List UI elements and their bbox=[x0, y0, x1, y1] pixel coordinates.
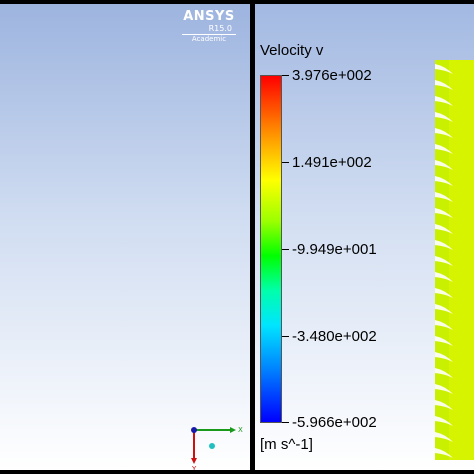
y-axis-label: Y bbox=[191, 465, 197, 470]
ansys-logo: ANSYS R15.0 Academic bbox=[182, 10, 236, 44]
legend-tick bbox=[282, 336, 289, 337]
legend-tick bbox=[282, 75, 289, 76]
blade-profile bbox=[435, 272, 453, 282]
legend-tick bbox=[282, 162, 289, 163]
axis-triad[interactable]: X Y bbox=[184, 420, 244, 470]
legend-title: Velocity v bbox=[260, 42, 324, 59]
blade-profile bbox=[435, 320, 453, 330]
legend-tick-label: -5.966e+002 bbox=[292, 414, 377, 431]
blade-profile bbox=[435, 240, 453, 250]
blade-profile bbox=[435, 288, 453, 298]
blade-profile bbox=[435, 144, 453, 154]
blade-profile bbox=[435, 192, 453, 202]
blade-profile bbox=[435, 400, 453, 410]
ansys-edition: Academic bbox=[182, 34, 236, 44]
blade-profile bbox=[435, 96, 453, 106]
legend-tick bbox=[282, 422, 289, 423]
blade-profile bbox=[435, 160, 453, 170]
legend-tick-label: 3.976e+002 bbox=[292, 67, 372, 84]
blade-profile bbox=[435, 176, 453, 186]
marker-dot bbox=[209, 443, 215, 449]
blade-profile bbox=[435, 224, 453, 234]
viewport-divider bbox=[250, 0, 255, 474]
contour-band-yellow bbox=[449, 60, 474, 460]
legend-color-bar bbox=[260, 75, 282, 423]
legend-tick-label: -9.949e+001 bbox=[292, 241, 377, 258]
blade-profile bbox=[435, 208, 453, 218]
blade-profile bbox=[435, 384, 453, 394]
y-axis-arrow bbox=[191, 458, 197, 464]
right-viewport[interactable]: Velocity v 3.976e+002 1.491e+002 -9.949e… bbox=[255, 4, 474, 470]
legend-tick-label: 1.491e+002 bbox=[292, 154, 372, 171]
origin-dot bbox=[191, 427, 197, 433]
blade-profile bbox=[435, 128, 453, 138]
blade-profile bbox=[435, 416, 453, 426]
blade-profile bbox=[435, 336, 453, 346]
blade-profile bbox=[435, 368, 453, 378]
blade-profile bbox=[435, 256, 453, 266]
blade-profile bbox=[435, 432, 453, 442]
contour-blade-cascade bbox=[435, 60, 474, 460]
legend-tick-label: -3.480e+002 bbox=[292, 328, 377, 345]
blade-profile bbox=[435, 112, 453, 122]
x-axis-label: X bbox=[238, 426, 243, 434]
blade-profiles bbox=[435, 64, 453, 458]
legend-tick bbox=[282, 249, 289, 250]
blade-profile bbox=[435, 448, 453, 458]
bottom-band bbox=[0, 470, 474, 474]
legend-unit: [m s^-1] bbox=[260, 436, 313, 453]
blade-profile bbox=[435, 304, 453, 314]
left-viewport[interactable]: ANSYS R15.0 Academic X Y bbox=[0, 4, 250, 470]
ansys-brand: ANSYS bbox=[183, 9, 235, 24]
blade-profile bbox=[435, 80, 453, 90]
blade-profile bbox=[435, 64, 453, 74]
ansys-version: R15.0 bbox=[208, 24, 232, 33]
x-axis-arrow bbox=[230, 427, 236, 433]
blade-profile bbox=[435, 352, 453, 362]
